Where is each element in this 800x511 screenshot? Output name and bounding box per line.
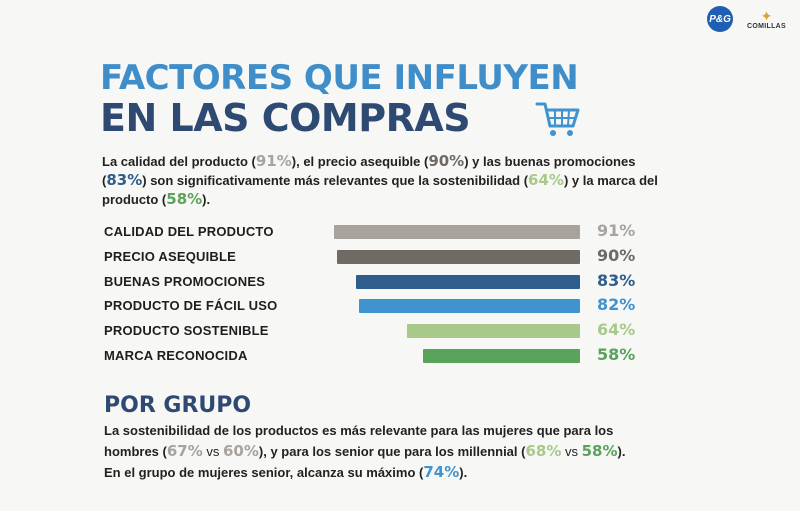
bar [407, 324, 580, 339]
group-text-3: ). [617, 444, 626, 459]
bar-label: PRODUCTO SOSTENIBLE [104, 323, 269, 339]
intro-value-price: 90% [428, 152, 465, 170]
comillas-logo: ✦ COMILLAS [747, 9, 786, 30]
section-heading: POR GRUPO [104, 393, 252, 418]
bar-value-label: 91% [597, 221, 636, 240]
group-text-5: ). [459, 465, 468, 480]
intro-text-6: ). [202, 192, 211, 207]
factors-bar-chart: CALIDAD DEL PRODUCTO 91% PRECIO ASEQUIBLE 9… [104, 220, 664, 370]
group-text-2: ), y para los senior que para los millen… [258, 444, 526, 459]
bar [355, 274, 580, 289]
bar-value-label: 64% [597, 320, 636, 340]
intro-value-quality: 91% [255, 152, 292, 170]
bar-row: PRODUCTO DE FÁCIL USO 82% [104, 294, 664, 318]
comillas-emblem-icon: ✦ [760, 7, 773, 24]
intro-value-sustainability: 64% [528, 171, 564, 189]
title-line-1: FACTORES QUE INFLUYEN [100, 58, 579, 98]
group-value-senior-women: 74% [423, 463, 460, 481]
intro-text-1: La calidad del producto ( [102, 154, 256, 169]
intro-value-brand: 58% [166, 190, 203, 208]
comillas-logo-text: COMILLAS [747, 22, 786, 30]
bar-row: MARCA RECONOCIDA 58% [104, 344, 664, 368]
bar-label: PRECIO ASEQUIBLE [104, 248, 237, 264]
bar-label: PRODUCTO DE FÁCIL USO [104, 298, 278, 314]
intro-text-3: ) y las buenas promociones ( [102, 154, 636, 188]
group-value-men: 60% [222, 442, 259, 460]
bar [334, 225, 580, 239]
intro-text: La calidad del producto (91%), el precio… [102, 152, 662, 209]
bar-row: BUENAS PROMOCIONES 83% [104, 270, 664, 294]
bar [423, 349, 580, 363]
bar-value-label: 82% [597, 295, 636, 315]
intro-text-5: ) y la marca del producto ( [102, 173, 658, 207]
logos: P&G ✦ COMILLAS [707, 6, 786, 32]
bar-value-label: 83% [597, 270, 636, 290]
bar-label: MARCA RECONOCIDA [104, 348, 248, 363]
intro-text-2: ), el precio asequible ( [291, 154, 429, 169]
intro-value-promotions: 83% [106, 171, 143, 189]
group-value-women: 67% [166, 442, 203, 460]
bar-label: CALIDAD DEL PRODUCTO [104, 224, 274, 239]
shopping-cart-icon [535, 102, 580, 136]
group-vs-1: vs [202, 444, 223, 459]
bar [358, 299, 580, 314]
group-text-4: En el grupo de mujeres senior, alcanza s… [104, 465, 424, 480]
group-vs-2: vs [561, 444, 582, 459]
title-line-2: EN LAS COMPRAS [100, 96, 471, 140]
pg-logo: P&G [707, 6, 734, 32]
group-value-senior: 68% [525, 442, 562, 460]
group-value-millennial: 58% [581, 442, 618, 460]
bar-value-label: 58% [597, 345, 636, 364]
bar-row: CALIDAD DEL PRODUCTO 91% [104, 220, 664, 244]
bar-label: BUENAS PROMOCIONES [104, 273, 266, 289]
bar-row: PRODUCTO SOSTENIBLE 64% [104, 319, 664, 343]
group-text: La sostenibilidad de los productos es má… [104, 420, 664, 483]
intro-text-4: ) son significativamente más relevantes … [142, 173, 529, 188]
bar-value-label: 90% [597, 245, 636, 265]
bar-row: PRECIO ASEQUIBLE 90% [104, 245, 664, 269]
group-text-1: La sostenibilidad de los productos es má… [104, 423, 614, 459]
bar [337, 249, 580, 264]
